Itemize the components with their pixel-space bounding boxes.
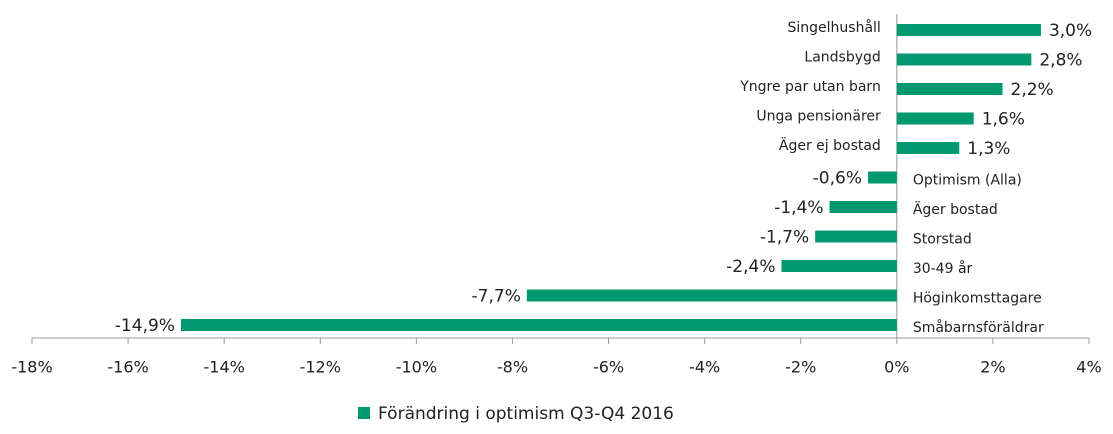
value-label: -7,7% — [472, 287, 521, 307]
value-label: 3,0% — [1049, 21, 1092, 41]
category-label: Äger ej bostad — [779, 136, 881, 154]
value-label: 2,2% — [1011, 80, 1054, 100]
x-tick-label: -6% — [593, 358, 624, 377]
bar — [781, 260, 897, 272]
category-label: Singelhushåll — [788, 19, 881, 36]
x-tick-label: -18% — [11, 358, 52, 377]
category-label: Optimism (Alla) — [913, 173, 1022, 189]
x-tick-label: 0% — [884, 358, 909, 377]
x-tick-label: -2% — [785, 358, 816, 377]
legend-swatch — [358, 407, 370, 419]
x-tick-label: -16% — [107, 358, 148, 377]
category-label: Unga pensionärer — [756, 109, 881, 125]
x-tick-label: 4% — [1076, 358, 1101, 377]
bar — [815, 230, 897, 243]
value-label: -0,6% — [813, 169, 862, 189]
x-tick-label: -14% — [204, 358, 245, 377]
x-tick-label: -10% — [396, 358, 437, 377]
category-label: 30-49 år — [913, 260, 973, 277]
bar — [829, 201, 897, 213]
bar — [526, 289, 897, 302]
bar — [896, 24, 1041, 36]
bar — [867, 171, 897, 184]
category-label: Småbarnsföräldrar — [913, 319, 1044, 336]
x-tick-label: -12% — [300, 358, 341, 377]
category-label: Yngre par utan barn — [739, 79, 881, 95]
x-tick-label: 2% — [980, 358, 1005, 377]
category-label: Höginkomsttagare — [913, 291, 1042, 307]
x-tick-label: -8% — [497, 358, 528, 377]
legend-label: Förändring i optimism Q3-Q4 2016 — [378, 404, 674, 424]
bar — [896, 112, 974, 125]
value-label: -1,7% — [760, 228, 809, 248]
value-label: -2,4% — [726, 257, 775, 277]
value-label: 2,8% — [1039, 51, 1082, 71]
bar — [896, 83, 1003, 95]
value-label: 1,3% — [967, 139, 1010, 159]
bar — [896, 53, 1032, 66]
value-label: -1,4% — [774, 198, 823, 218]
value-label: -14,9% — [115, 316, 175, 336]
category-label: Landsbygd — [804, 50, 880, 66]
value-label: 1,6% — [982, 110, 1025, 130]
bar — [180, 319, 897, 331]
category-label: Storstad — [913, 232, 972, 248]
category-label: Äger bostad — [913, 200, 998, 218]
bar — [896, 142, 960, 154]
x-tick-label: -4% — [689, 358, 720, 377]
